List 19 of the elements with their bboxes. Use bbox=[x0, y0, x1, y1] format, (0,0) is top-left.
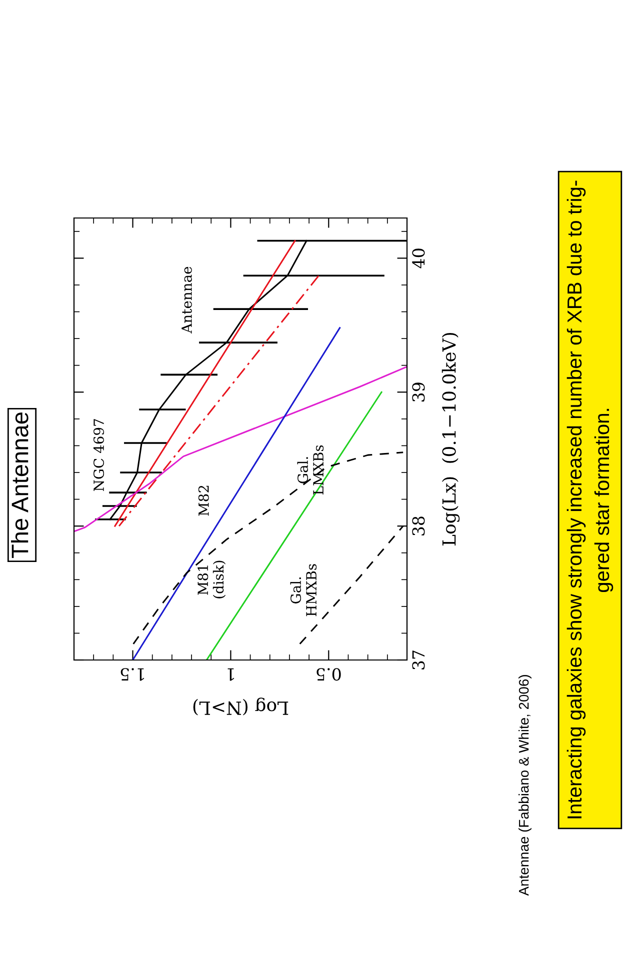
annotation: M82 bbox=[198, 486, 209, 516]
annotation: M81 (disk) bbox=[198, 560, 226, 598]
x-tick-label: 1 bbox=[228, 668, 234, 681]
text: Interacting galaxies show strongly increased number of XRB due to trig- gered star formation. bbox=[566, 180, 614, 818]
y-tick-label: 37 bbox=[412, 650, 425, 670]
line-series bbox=[74, 366, 407, 532]
text: Antennae (Fabbiano & White, 2006) bbox=[518, 675, 532, 896]
x-tick-label: 0.5 bbox=[316, 668, 341, 681]
y-axis-title: Log(Lx) (0.1−10.0keV) bbox=[442, 332, 460, 546]
annotation: Gal. LMXBs bbox=[297, 445, 324, 495]
annotation: Gal. HMXBs bbox=[290, 564, 317, 616]
annotation: Antennae bbox=[182, 266, 192, 334]
x-tick-label: 1.5 bbox=[120, 668, 144, 681]
x-axis-title: Log (N>L) bbox=[193, 698, 288, 716]
y-tick-label: 38 bbox=[412, 516, 425, 536]
text: The Antennae bbox=[10, 412, 28, 558]
annotation: NGC 4697 bbox=[94, 419, 104, 492]
y-tick-label: 39 bbox=[412, 382, 425, 402]
y-tick-label: 40 bbox=[412, 248, 425, 268]
